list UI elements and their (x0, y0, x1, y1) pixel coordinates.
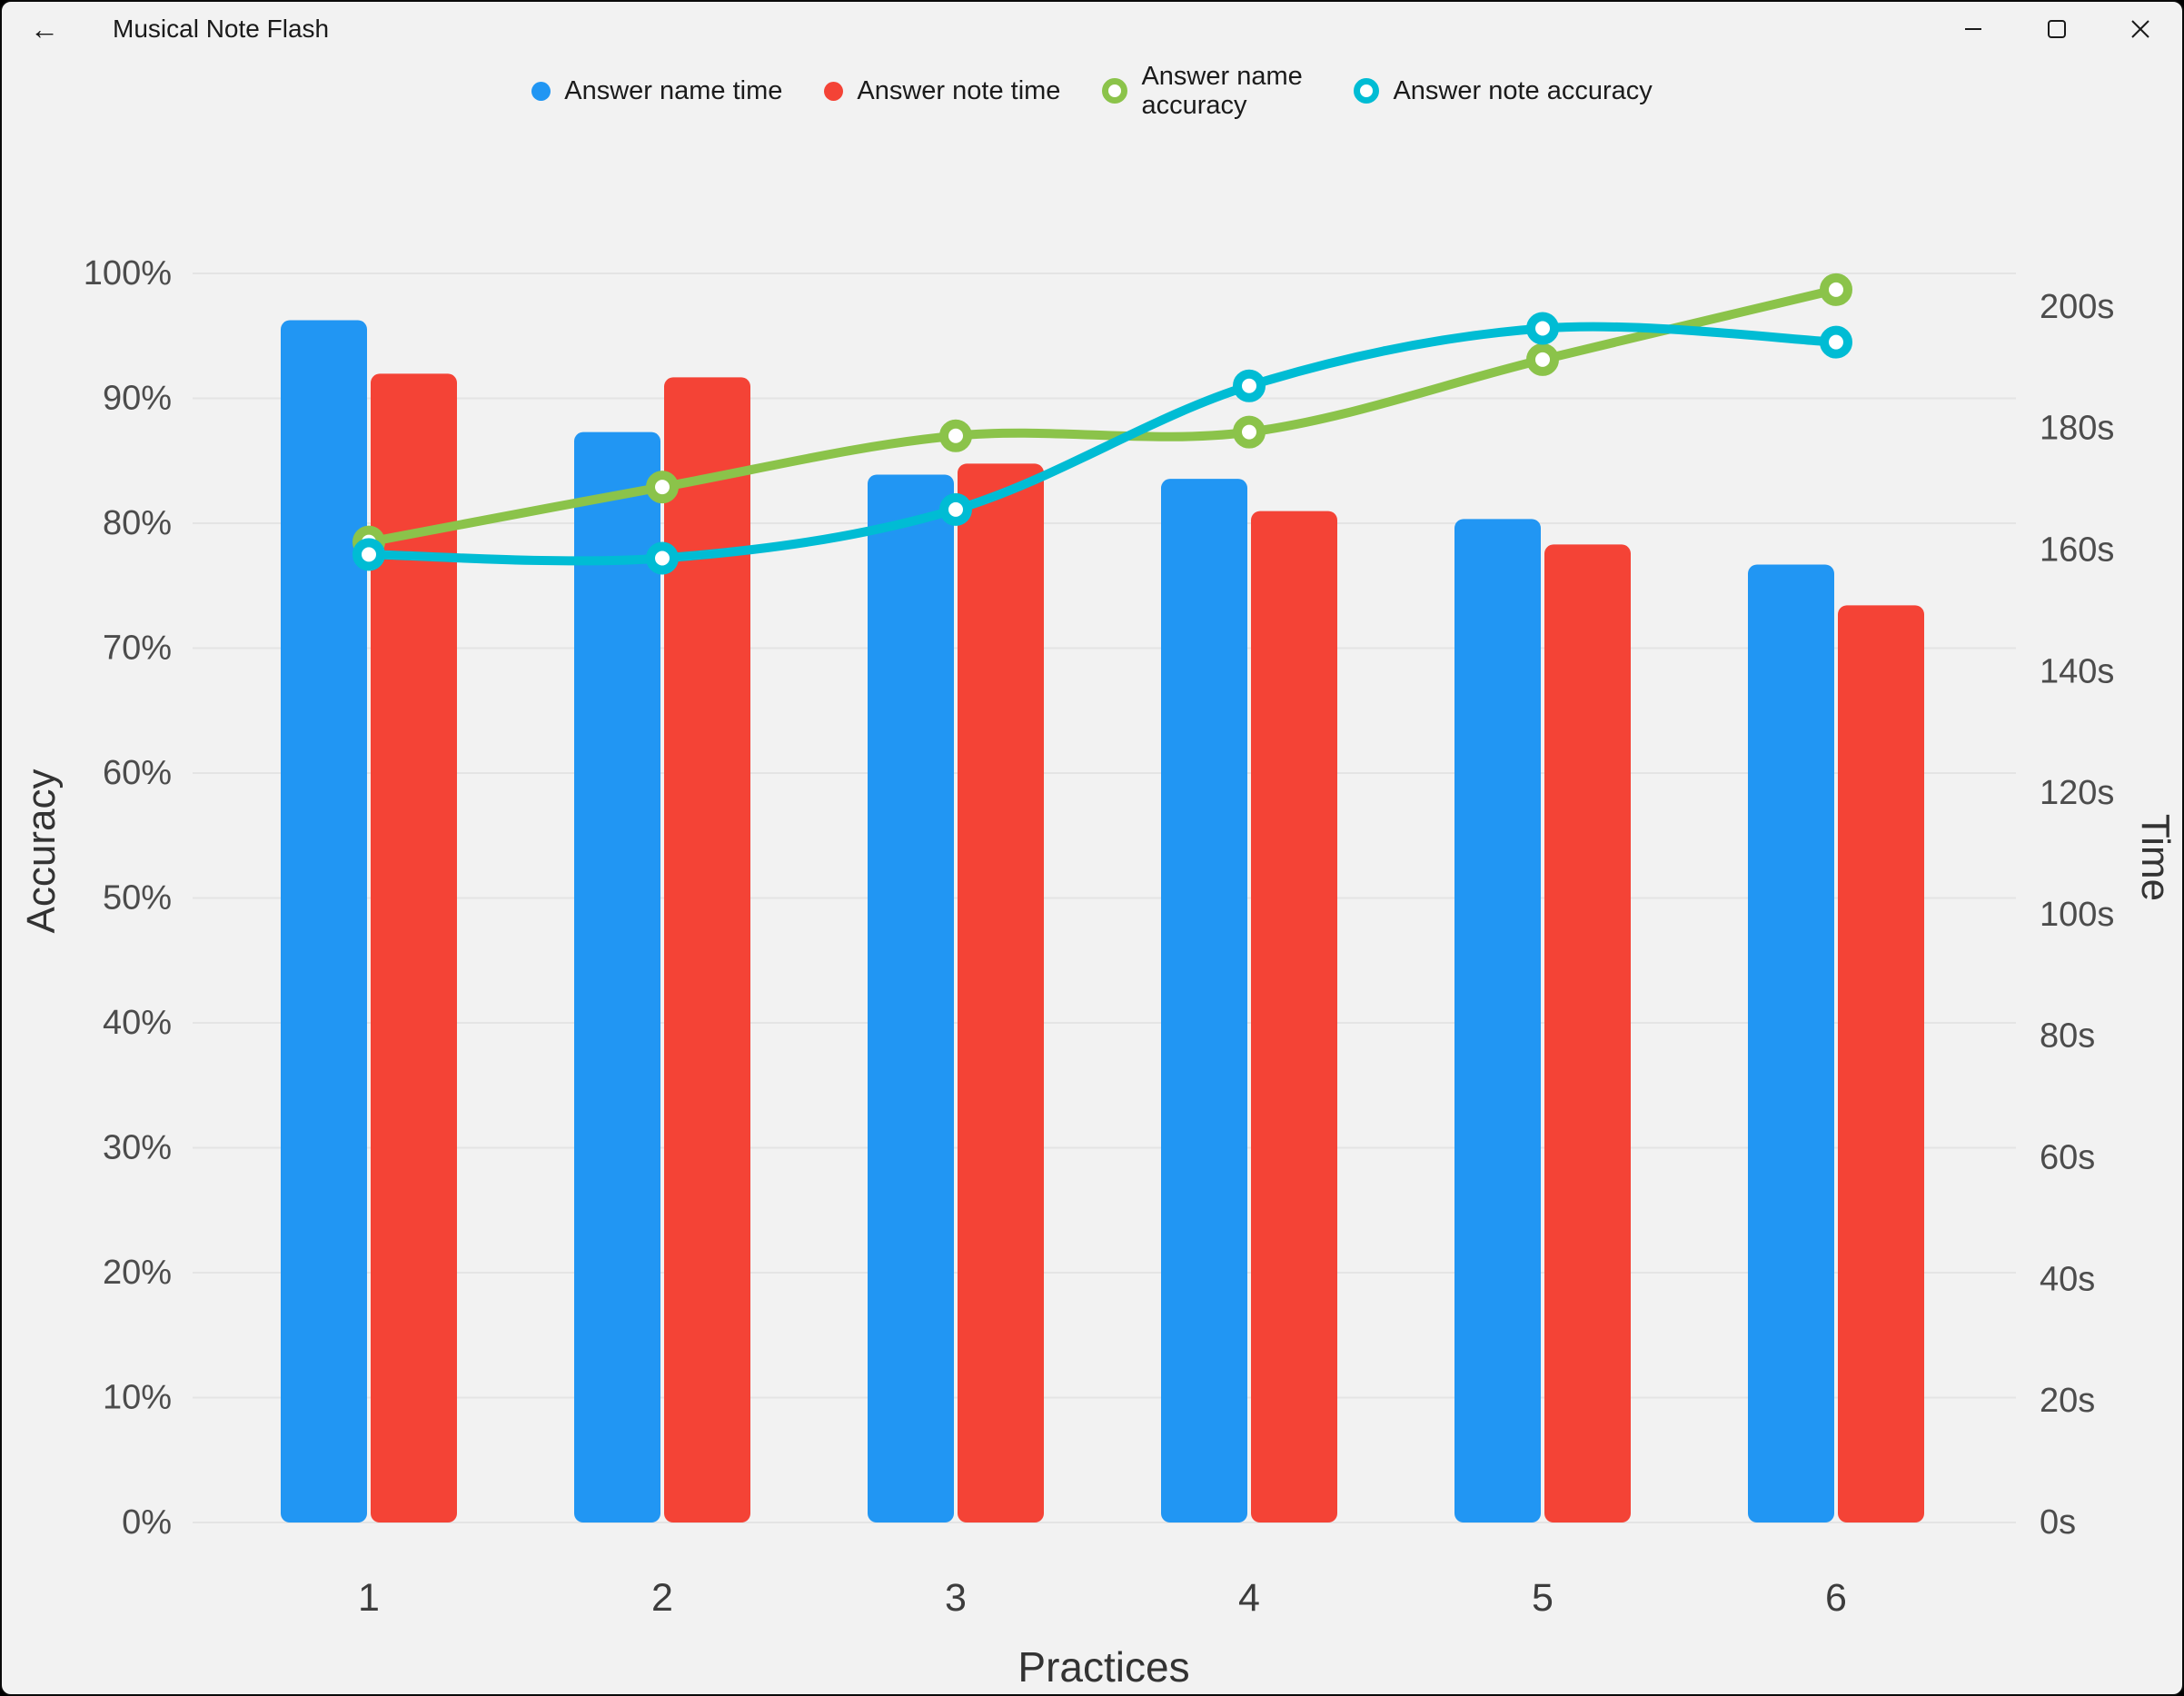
legend-label: Answer name accuracy (1141, 61, 1303, 120)
back-button[interactable]: ← (24, 9, 65, 49)
marker-answer-name-accuracy-p5[interactable] (1526, 342, 1559, 376)
line-answer-note-accuracy (364, 322, 1841, 566)
accuracy-tick-label: 80% (103, 504, 172, 542)
maximize-button[interactable] (2015, 2, 2099, 56)
practice-tick-label: 4 (1238, 1576, 1260, 1620)
bar-answer-name-time-p5[interactable] (1454, 519, 1541, 1522)
practice-tick-label: 2 (651, 1576, 673, 1620)
accuracy-tick-label: 100% (84, 254, 172, 293)
accuracy-tick-label: 60% (103, 754, 172, 792)
chart-legend: Answer name time Answer note time Answer… (2, 58, 2182, 124)
marker-answer-name-accuracy-p3[interactable] (939, 419, 972, 452)
time-tick-label: 100s (2040, 896, 2114, 934)
marker-answer-name-accuracy-p6[interactable] (1820, 273, 1852, 306)
accuracy-tick-label: 30% (103, 1129, 172, 1167)
titlebar: ← Musical Note Flash (2, 2, 2182, 56)
time-tick-label: 180s (2040, 410, 2114, 448)
accuracy-tick-label: 70% (103, 630, 172, 668)
close-icon (2131, 20, 2149, 38)
maximize-icon (2048, 20, 2066, 38)
time-tick-label: 40s (2040, 1260, 2095, 1298)
bar-answer-note-time-p4[interactable] (1251, 511, 1337, 1523)
time-tick-label: 80s (2040, 1017, 2095, 1056)
answer-note-accuracy-ring-icon (1354, 78, 1380, 104)
legend-item-answer-note-time: Answer note time (824, 76, 1060, 106)
answer-name-accuracy-ring-icon (1102, 78, 1128, 104)
marker-answer-note-accuracy-p4[interactable] (1233, 369, 1266, 402)
bar-answer-note-time-p2[interactable] (664, 377, 750, 1523)
marker-answer-note-accuracy-p6[interactable] (1820, 325, 1852, 359)
marker-answer-note-accuracy-p2[interactable] (646, 541, 679, 575)
answer-name-time-dot-icon (531, 81, 551, 101)
window-title: Musical Note Flash (113, 15, 330, 43)
time-tick-label: 160s (2040, 531, 2114, 569)
answer-note-time-dot-icon (824, 81, 844, 101)
legend-label: Answer name time (564, 75, 783, 105)
time-tick-label: 120s (2040, 774, 2114, 812)
window-controls (1931, 2, 2182, 56)
line-answer-name-accuracy (364, 284, 1841, 547)
legend-item-answer-note-accuracy: Answer note accuracy (1354, 75, 1653, 106)
bar-answer-note-time-p1[interactable] (371, 373, 457, 1522)
y-axis-title-time: Time (2133, 813, 2178, 902)
accuracy-tick-label: 0% (122, 1503, 172, 1542)
accuracy-tick-label: 50% (103, 879, 172, 917)
minimize-button[interactable] (1931, 2, 2015, 56)
time-tick-label: 60s (2040, 1139, 2095, 1177)
legend-label: Answer note time (857, 75, 1061, 105)
practice-tick-label: 1 (358, 1576, 380, 1620)
back-arrow-icon: ← (30, 13, 59, 45)
y-axis-title-accuracy: Accuracy (19, 769, 64, 934)
accuracy-tick-label: 90% (103, 380, 172, 418)
time-tick-label: 20s (2040, 1382, 2095, 1420)
bar-answer-name-time-p3[interactable] (868, 474, 954, 1522)
bar-answer-name-time-p1[interactable] (281, 320, 367, 1522)
practice-tick-label: 6 (1825, 1576, 1847, 1620)
marker-answer-name-accuracy-p4[interactable] (1233, 415, 1266, 449)
bar-answer-note-time-p3[interactable] (958, 463, 1044, 1522)
marker-answer-name-accuracy-p2[interactable] (646, 471, 679, 504)
marker-answer-note-accuracy-p3[interactable] (939, 492, 972, 526)
legend-item-answer-name-accuracy: Answer name accuracy (1102, 62, 1312, 121)
close-button[interactable] (2099, 2, 2182, 56)
marker-answer-note-accuracy-p1[interactable] (352, 538, 385, 571)
practice-tick-label: 3 (945, 1576, 967, 1620)
practice-tick-label: 5 (1532, 1576, 1554, 1620)
bar-answer-name-time-p6[interactable] (1748, 564, 1834, 1522)
accuracy-tick-label: 10% (103, 1379, 172, 1417)
bar-answer-name-time-p4[interactable] (1161, 479, 1247, 1522)
bar-answer-name-time-p2[interactable] (574, 431, 660, 1523)
bar-answer-note-time-p5[interactable] (1544, 544, 1631, 1523)
time-tick-label: 200s (2040, 288, 2114, 326)
marker-answer-note-accuracy-p5[interactable] (1526, 312, 1559, 345)
time-tick-label: 140s (2040, 652, 2114, 690)
accuracy-tick-label: 20% (103, 1254, 172, 1292)
accuracy-tick-label: 40% (103, 1004, 172, 1042)
time-tick-label: 0s (2040, 1503, 2076, 1542)
legend-label: Answer note accuracy (1393, 75, 1653, 105)
minimize-icon (1965, 28, 1981, 30)
legend-item-answer-name-time: Answer name time (531, 76, 782, 106)
x-axis-title-practices: Practices (1018, 1643, 1190, 1691)
bar-answer-note-time-p6[interactable] (1838, 605, 1924, 1522)
